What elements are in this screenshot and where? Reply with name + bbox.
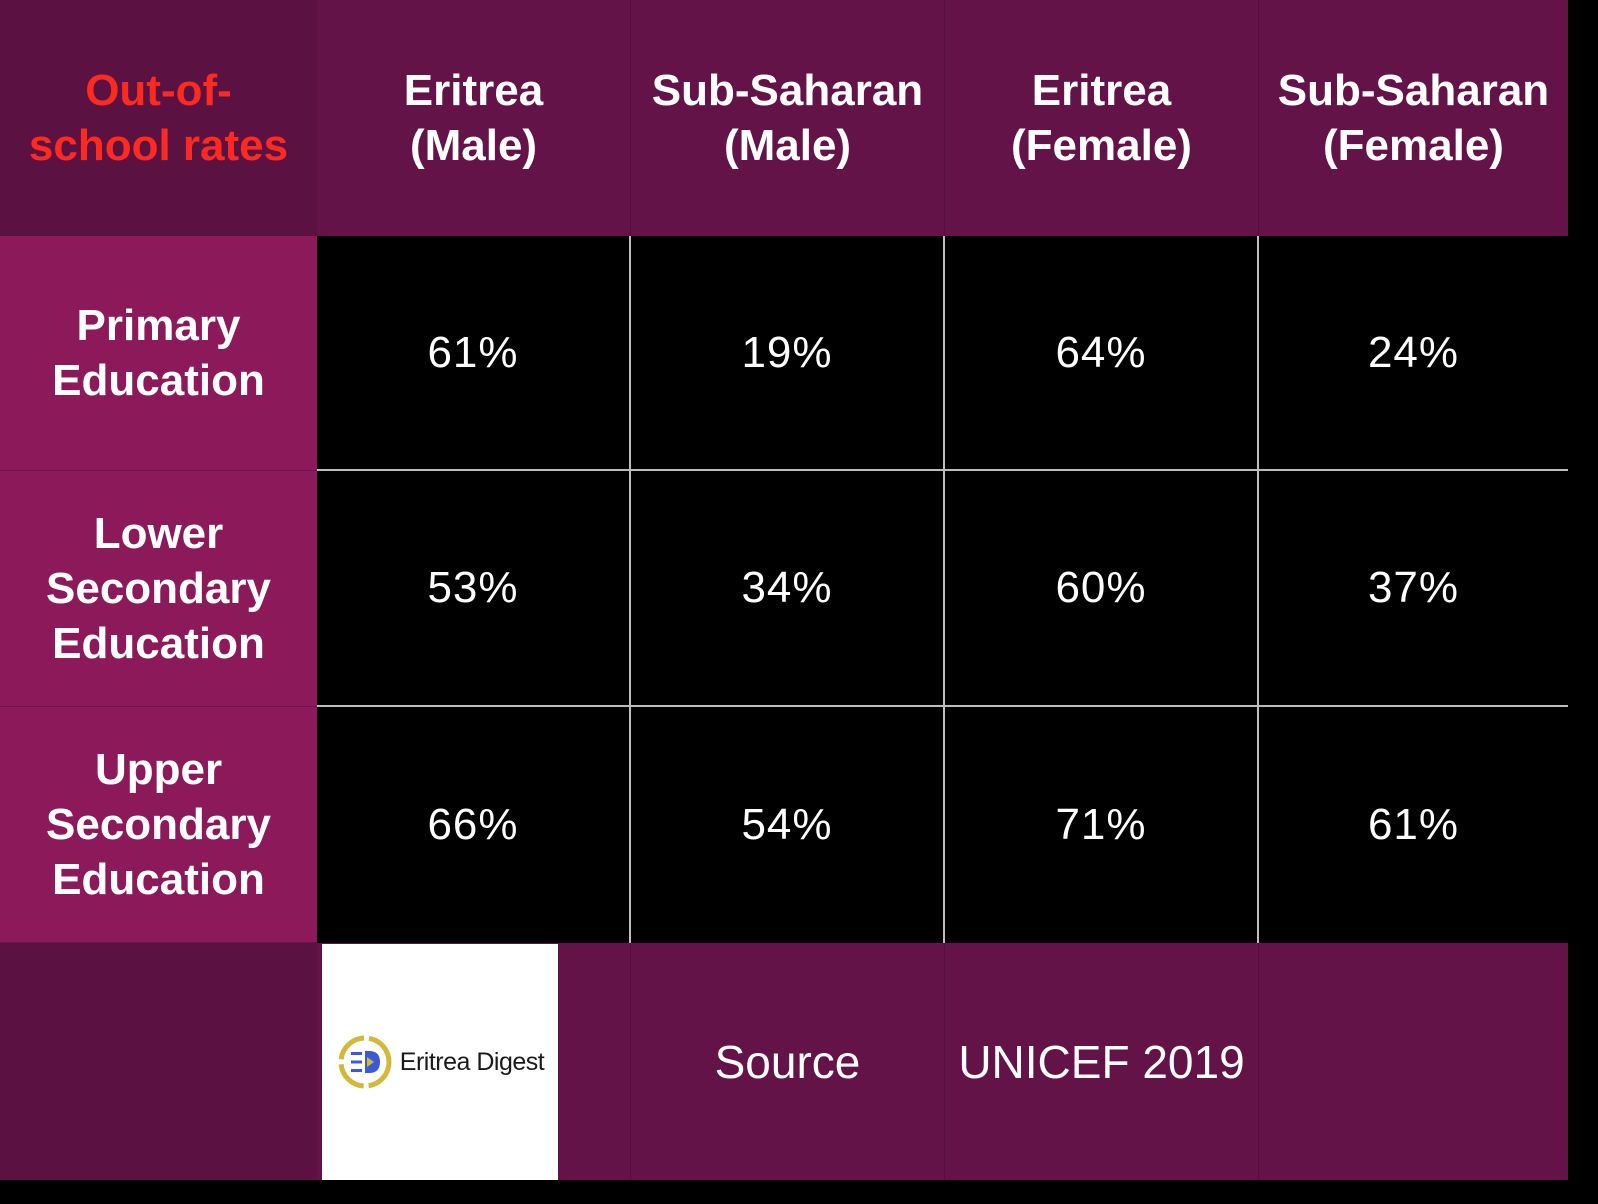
- row-header-upper-secondary-education: Upper Secondary Education: [0, 707, 317, 943]
- data-cell: 37%: [1259, 471, 1568, 707]
- eritrea-digest-logo-icon: [338, 1035, 392, 1089]
- data-cell: 61%: [1259, 707, 1568, 943]
- row-header-label: Lower Secondary Education: [46, 509, 271, 668]
- data-label: 66%: [427, 800, 519, 849]
- column-header-subsaharan-female: Sub-Saharan (Female): [1259, 0, 1568, 236]
- footer-corner-cell: [0, 943, 317, 1180]
- source-label: Source: [714, 1035, 861, 1088]
- data-label: 34%: [741, 563, 833, 612]
- row-header-label: Primary Education: [52, 301, 265, 405]
- column-header-subsaharan-male: Sub-Saharan (Male): [631, 0, 945, 236]
- column-header-eritrea-male: Eritrea (Male): [317, 0, 631, 236]
- column-header-label: Eritrea (Male): [403, 66, 544, 170]
- data-label: 54%: [741, 800, 833, 849]
- data-cell: 71%: [945, 707, 1259, 943]
- column-header-label: Eritrea (Female): [1011, 66, 1192, 170]
- column-header-eritrea-female: Eritrea (Female): [945, 0, 1259, 236]
- data-cell: 66%: [317, 707, 631, 943]
- footer-source-value-cell: UNICEF 2019: [945, 943, 1259, 1180]
- data-label: 60%: [1055, 563, 1147, 612]
- data-label: 61%: [427, 327, 519, 377]
- row-header-label: Upper Secondary Education: [46, 745, 271, 904]
- eritrea-digest-logo: Eritrea Digest: [322, 944, 558, 1180]
- data-label: 19%: [741, 327, 833, 377]
- footer-source-label-cell: Source: [631, 943, 945, 1180]
- data-label: 37%: [1367, 563, 1460, 612]
- data-label: 64%: [1055, 327, 1147, 377]
- data-cell: 60%: [945, 471, 1259, 707]
- data-cell: 53%: [317, 471, 631, 707]
- data-cell: 61%: [317, 236, 631, 471]
- data-cell: 54%: [631, 707, 945, 943]
- data-label: 71%: [1055, 800, 1147, 849]
- data-label: 61%: [1367, 800, 1460, 849]
- table-title-cell: Out-of-school rates: [0, 0, 317, 236]
- data-cell: 64%: [945, 236, 1259, 471]
- row-header-lower-secondary-education: Lower Secondary Education: [0, 471, 317, 707]
- column-header-label: Sub-Saharan (Male): [651, 66, 924, 170]
- data-cell: 34%: [631, 471, 945, 707]
- data-label: 53%: [427, 563, 519, 612]
- column-header-label: Sub-Saharan (Female): [1277, 66, 1550, 170]
- footer-empty-cell: [1259, 943, 1568, 1180]
- data-cell: 19%: [631, 236, 945, 471]
- out-of-school-table: Out-of-school rates Eritrea (Male) Sub-S…: [0, 0, 1568, 1180]
- data-label: 24%: [1367, 327, 1460, 377]
- source-value: UNICEF 2019: [958, 1035, 1245, 1088]
- data-cell: 24%: [1259, 236, 1568, 471]
- row-header-primary-education: Primary Education: [0, 236, 317, 471]
- logo-wordmark: Eritrea Digest: [399, 1047, 545, 1076]
- table-title: Out-of-school rates: [28, 66, 289, 170]
